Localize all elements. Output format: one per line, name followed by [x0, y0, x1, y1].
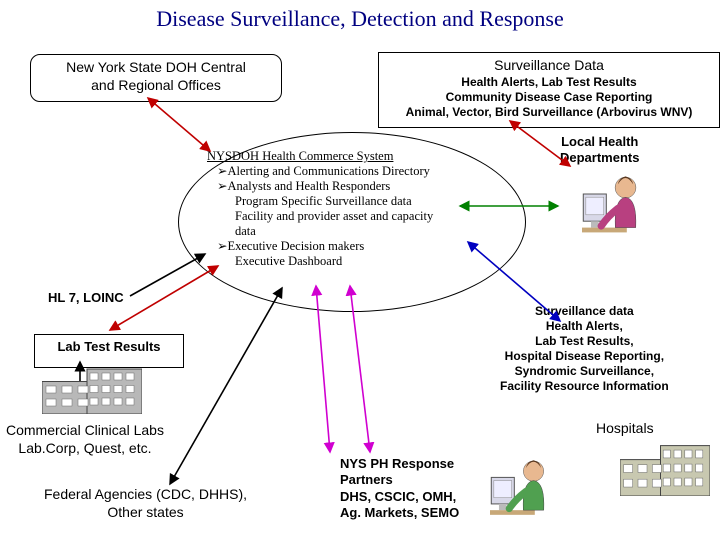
- surveillance-data-body: Health Alerts, Lab Test ResultsCommunity…: [385, 75, 713, 120]
- federal-agencies-label: Federal Agencies (CDC, DHHS),Other state…: [44, 486, 247, 521]
- hospital-building-icon: [620, 440, 710, 496]
- hl7-loinc-label: HL 7, LOINC: [48, 290, 124, 306]
- page-title: Disease Surveillance, Detection and Resp…: [0, 6, 720, 32]
- hospitals-label: Hospitals: [596, 420, 654, 438]
- local-health-person-icon: [582, 170, 646, 250]
- surveillance-data-right-label: Surveillance dataHealth Alerts,Lab Test …: [500, 304, 669, 394]
- commerce-system-ellipse: NYSDOH Health Commerce System ➢Alerting …: [178, 132, 526, 312]
- response-partners-label: NYS PH ResponsePartnersDHS, CSCIC, OMH,A…: [340, 456, 459, 521]
- nys-offices-box: New York State DOH Centraland Regional O…: [30, 54, 282, 102]
- surveillance-data-title: Surveillance Data: [385, 57, 713, 75]
- commerce-body: ➢Alerting and Communications Directory➢A…: [207, 164, 497, 269]
- lab-test-results-box: Lab Test Results: [34, 334, 184, 368]
- local-health-label: Local HealthDepartments: [560, 134, 639, 167]
- commercial-labs-label: Commercial Clinical LabsLab.Corp, Quest,…: [6, 422, 164, 457]
- partner-person-icon: [490, 454, 554, 532]
- surveillance-data-box: Surveillance Data Health Alerts, Lab Tes…: [378, 52, 720, 128]
- commerce-header: NYSDOH Health Commerce System: [207, 149, 497, 164]
- lab-building-icon: [42, 364, 142, 414]
